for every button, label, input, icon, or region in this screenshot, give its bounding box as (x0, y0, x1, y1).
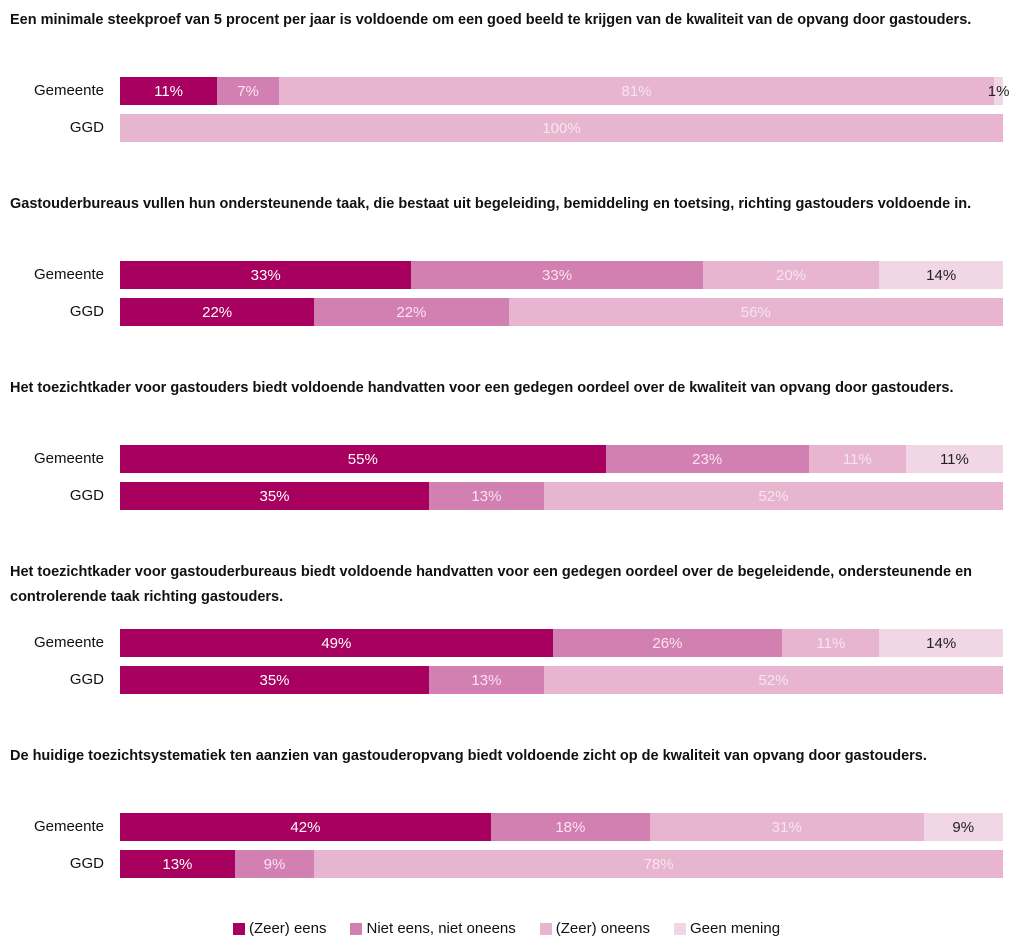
value-label: 49% (321, 634, 352, 652)
bar-segment: 11% (120, 77, 218, 105)
legend-item: Niet eens, niet oneens (350, 920, 516, 937)
value-label: 23% (692, 450, 723, 468)
bar-segment: 7% (217, 77, 279, 105)
bar-segment: 35% (120, 666, 430, 694)
bar-segment: 13% (429, 482, 544, 510)
bar-segment: 14% (879, 629, 1003, 657)
bar-segment: 33% (120, 261, 412, 289)
category-label: Gemeente (33, 82, 104, 99)
value-label: 78% (643, 855, 674, 873)
bar-segment: 1% (988, 77, 1009, 105)
legend-label: Niet eens, niet oneens (366, 920, 516, 937)
bar-segment: 26% (552, 629, 783, 657)
value-label: 31% (771, 818, 802, 836)
bar-segment: 9% (923, 813, 1003, 841)
legend-swatch (350, 922, 363, 935)
bar-segment: 23% (605, 445, 809, 473)
legend-swatch (232, 922, 245, 935)
value-label: 13% (471, 671, 502, 689)
panel-title: Het toezichtkader voor gastouders biedt … (10, 380, 954, 396)
bar-segment: 35% (120, 482, 430, 510)
bar-segment: 13% (429, 666, 544, 694)
value-label: 14% (926, 634, 957, 652)
panel-title: Een minimale steekproef van 5 procent pe… (10, 12, 972, 28)
legend-item: Geen mening (673, 920, 781, 937)
panel-title: Gastouderbureaus vullen hun ondersteunen… (10, 196, 972, 212)
value-label: 55% (347, 450, 378, 468)
value-label: 35% (259, 487, 290, 505)
value-label: 11% (939, 450, 969, 468)
bar-segment: 78% (314, 850, 1003, 878)
legend-label: Geen mening (689, 920, 781, 937)
value-label: 22% (396, 303, 427, 321)
value-label: 14% (926, 266, 957, 284)
value-label: 52% (758, 487, 789, 505)
bar-segment: 22% (120, 298, 315, 326)
legend-label: (Zeer) eens (248, 920, 327, 937)
category-label: GGD (69, 855, 104, 872)
value-label: 33% (542, 266, 573, 284)
bar-segment: 52% (543, 482, 1003, 510)
value-label: 18% (555, 818, 586, 836)
value-label: 100% (542, 119, 581, 137)
value-label: 33% (250, 266, 281, 284)
value-label: 9% (263, 855, 286, 873)
value-label: 11% (816, 634, 846, 652)
value-label: 20% (776, 266, 807, 284)
bar-segment: 42% (120, 813, 491, 841)
bar-segment: 11% (782, 629, 880, 657)
bar-segment: 20% (702, 261, 880, 289)
category-label: GGD (69, 119, 104, 136)
value-label: 11% (154, 82, 184, 100)
category-label: Gemeente (33, 634, 104, 651)
value-label: 26% (652, 634, 683, 652)
category-label: Gemeente (33, 818, 104, 835)
bar-segment: 14% (879, 261, 1003, 289)
value-label: 35% (259, 671, 290, 689)
legend-item: (Zeer) oneens (539, 920, 650, 937)
bar-segment: 18% (490, 813, 650, 841)
value-label: 22% (202, 303, 233, 321)
value-label: 1% (987, 82, 1010, 100)
value-label: 52% (758, 671, 789, 689)
category-label: GGD (69, 303, 104, 320)
bar-segment: 33% (411, 261, 703, 289)
bar-segment: 11% (808, 445, 906, 473)
value-label: 7% (237, 82, 259, 100)
value-label: 11% (842, 450, 872, 468)
bar-segment: 52% (543, 666, 1003, 694)
bar-segment: 81% (278, 77, 995, 105)
panel-title: De huidige toezichtsystematiek ten aanzi… (10, 748, 927, 764)
bar-segment: 13% (120, 850, 235, 878)
bar-segment: 49% (120, 629, 553, 657)
category-label: GGD (69, 487, 104, 504)
category-label: Gemeente (33, 266, 104, 283)
legend-swatch (673, 922, 686, 935)
value-label: 42% (290, 818, 321, 836)
bar-segment: 9% (234, 850, 315, 878)
legend: (Zeer) eens Niet eens, niet oneens (Zeer) … (0, 920, 1013, 937)
legend-label: (Zeer) oneens (555, 920, 650, 937)
panel-title: Het toezichtkader voor gastouderbureaus … (10, 564, 973, 605)
category-label: Gemeente (33, 450, 104, 467)
bar-segment: 22% (314, 298, 509, 326)
value-label: 81% (621, 82, 652, 100)
bar-segment: 11% (905, 445, 1003, 473)
value-label: 13% (471, 487, 502, 505)
legend-item: (Zeer) eens (232, 920, 327, 937)
bar-segment: 56% (508, 298, 1003, 326)
bar-segment: 100% (120, 114, 1003, 142)
value-label: 9% (952, 818, 975, 836)
legend-swatch (539, 922, 552, 935)
value-label: 56% (740, 303, 771, 321)
category-label: GGD (69, 671, 104, 688)
value-label: 13% (162, 855, 193, 873)
bar-segment: 55% (120, 445, 606, 473)
bar-segment: 31% (649, 813, 924, 841)
